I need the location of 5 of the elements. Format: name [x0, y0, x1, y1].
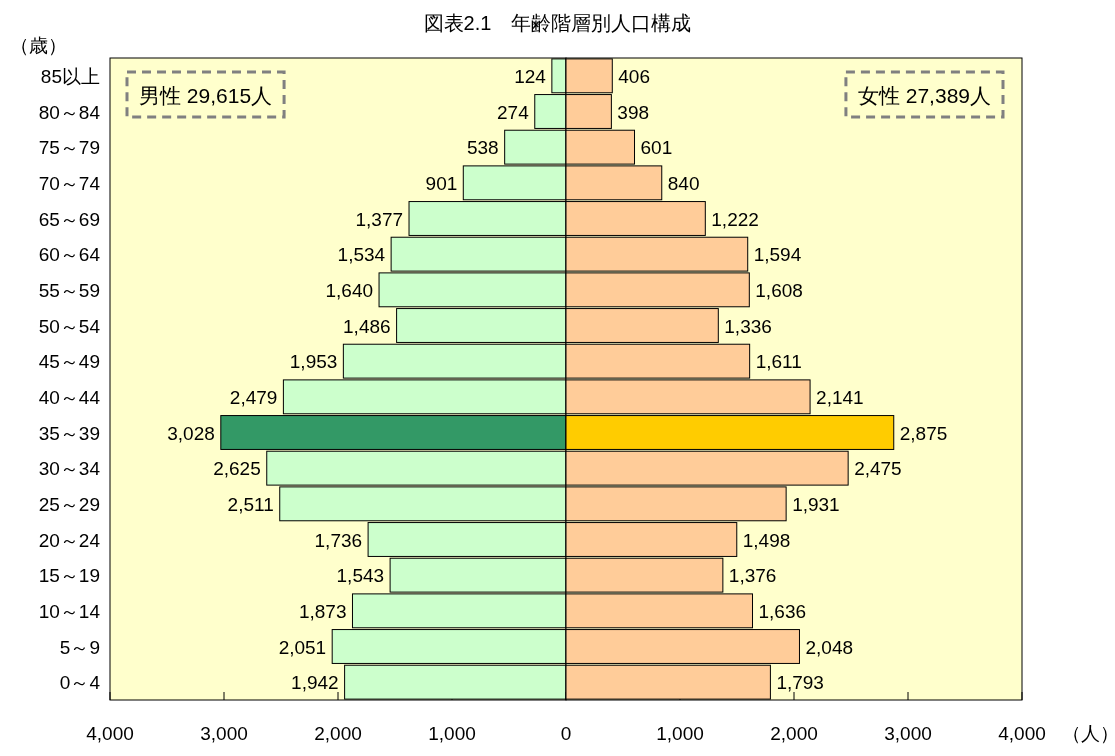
annotation: 女性 27,389人 — [857, 84, 991, 107]
title: 図表2.1 年齢階層別人口構成 — [423, 12, 692, 34]
annotation: 男性 29,615人 — [139, 84, 273, 107]
ylabel: （歳） — [10, 35, 67, 56]
xlabel: （人） — [1062, 723, 1115, 744]
